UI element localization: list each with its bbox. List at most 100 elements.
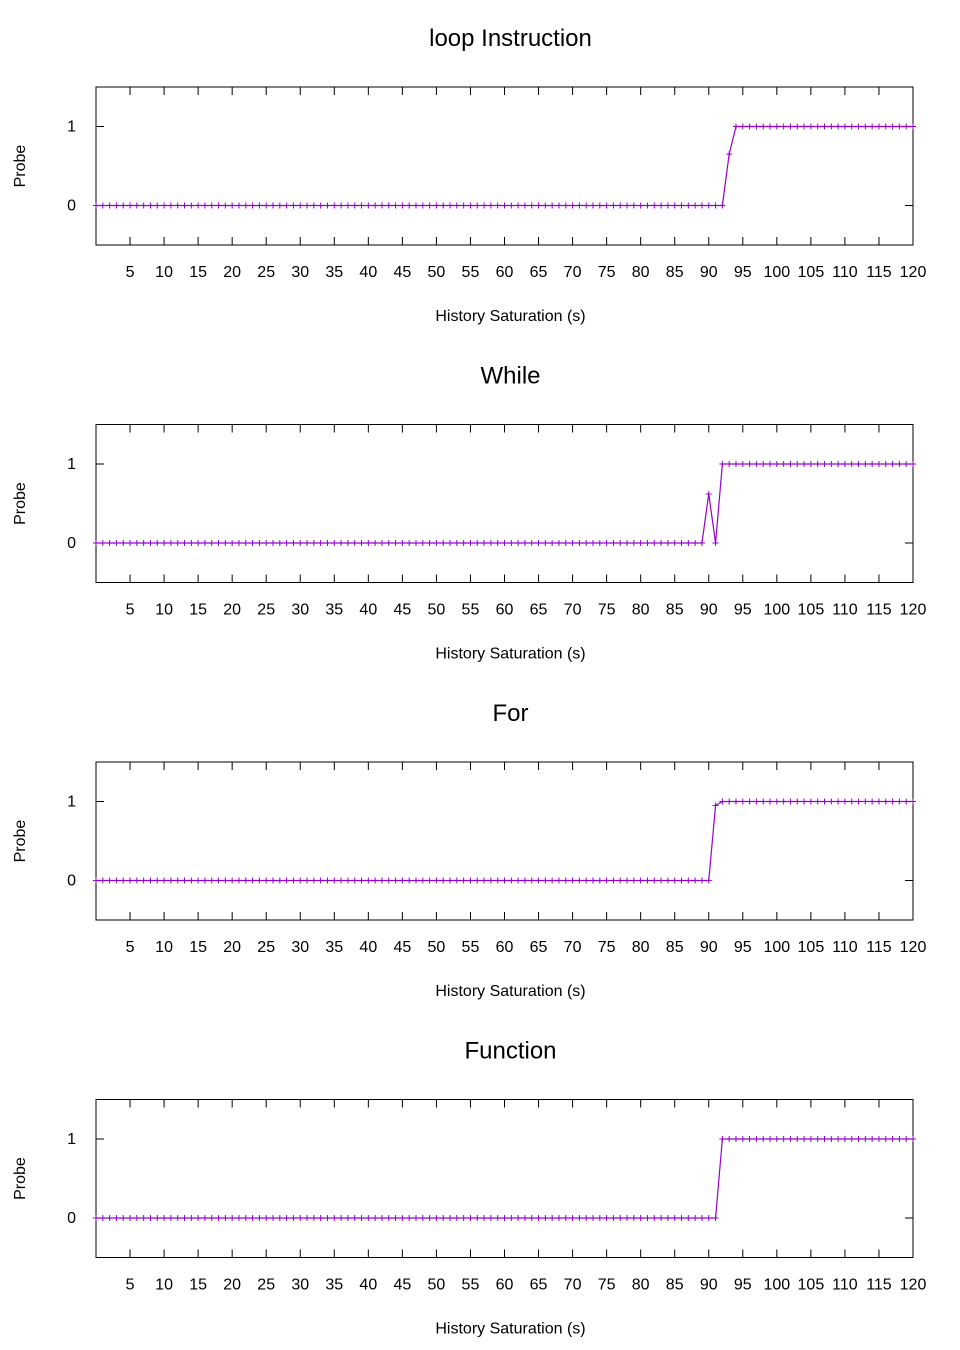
x-tick-label: 35 — [325, 264, 343, 281]
data-point — [712, 540, 719, 546]
data-point — [270, 202, 277, 209]
y-tick-label: 1 — [67, 456, 76, 473]
x-axis-label: History Saturation (s) — [435, 983, 585, 1000]
data-point — [358, 202, 365, 209]
data-point — [222, 202, 229, 209]
data-point — [419, 540, 426, 546]
data-point — [154, 202, 161, 209]
data-point — [201, 202, 208, 209]
data-point — [617, 202, 624, 209]
x-tick-label: 115 — [866, 1277, 892, 1294]
data-point — [801, 798, 808, 805]
data-point — [283, 1215, 290, 1221]
data-point — [698, 877, 705, 884]
data-point — [99, 540, 106, 546]
data-point — [385, 202, 392, 209]
data-point — [147, 540, 154, 546]
x-tick-label: 25 — [257, 939, 275, 956]
data-point — [671, 1215, 678, 1221]
x-tick-label: 120 — [900, 264, 927, 281]
x-tick-label: 20 — [223, 939, 241, 956]
data-point — [453, 540, 460, 546]
data-point — [310, 1215, 317, 1221]
data-point — [406, 877, 413, 884]
data-point — [481, 540, 488, 546]
data-point — [195, 540, 202, 546]
data-point — [331, 877, 338, 884]
data-point — [127, 877, 134, 884]
data-point — [624, 877, 631, 884]
data-point — [610, 540, 617, 546]
data-point — [406, 1215, 413, 1221]
data-point — [460, 877, 467, 884]
x-tick-label: 5 — [126, 264, 135, 281]
data-point — [106, 1215, 113, 1221]
y-tick-label: 1 — [67, 794, 76, 811]
data-point — [678, 540, 685, 546]
data-point — [154, 877, 161, 884]
data-point — [106, 877, 113, 884]
data-point — [644, 877, 651, 884]
data-point — [542, 202, 549, 209]
data-point — [419, 1215, 426, 1221]
data-point — [869, 798, 876, 805]
data-point — [304, 877, 311, 884]
data-point — [882, 798, 889, 805]
data-point — [596, 540, 603, 546]
y-tick-label: 0 — [67, 1210, 76, 1227]
data-point — [753, 1136, 760, 1142]
data-point — [685, 1215, 692, 1221]
data-point — [780, 798, 787, 805]
data-point — [487, 202, 494, 209]
data-point — [501, 202, 508, 209]
data-point — [617, 540, 624, 546]
data-point — [651, 540, 658, 546]
data-point — [208, 877, 215, 884]
plot-frame — [95, 1099, 914, 1258]
x-tick-label: 120 — [900, 1277, 927, 1294]
data-point — [671, 540, 678, 546]
data-point — [290, 877, 297, 884]
data-point — [719, 461, 726, 467]
data-point — [440, 202, 447, 209]
data-point — [739, 1136, 746, 1142]
data-point — [617, 877, 624, 884]
x-tick-label: 55 — [462, 264, 480, 281]
data-point — [576, 540, 583, 546]
x-tick-label: 55 — [462, 602, 480, 619]
data-point — [787, 461, 794, 467]
data-point — [910, 798, 916, 805]
data-point — [242, 540, 249, 546]
data-point — [787, 798, 794, 805]
x-tick-label: 40 — [359, 939, 377, 956]
data-point — [508, 540, 515, 546]
data-point — [542, 877, 549, 884]
x-tick-label: 80 — [632, 939, 650, 956]
x-tick-label: 105 — [798, 602, 825, 619]
x-tick-label: 60 — [496, 1277, 514, 1294]
data-point — [235, 202, 242, 209]
data-point — [426, 202, 433, 209]
data-point — [780, 461, 787, 467]
data-point — [440, 1215, 447, 1221]
data-point — [869, 1136, 876, 1142]
data-point — [399, 540, 406, 546]
data-point — [242, 1215, 249, 1221]
x-tick-label: 85 — [666, 602, 684, 619]
x-tick-label: 45 — [393, 939, 411, 956]
x-tick-label: 20 — [223, 1277, 241, 1294]
data-point — [120, 1215, 127, 1221]
data-point — [801, 461, 808, 467]
data-point — [576, 1215, 583, 1221]
data-point — [406, 540, 413, 546]
x-tick-label: 115 — [866, 264, 892, 281]
data-point — [855, 123, 862, 130]
data-point — [487, 540, 494, 546]
data-point — [787, 123, 794, 130]
x-axis-label: History Saturation (s) — [435, 308, 585, 325]
data-point — [460, 1215, 467, 1221]
data-point — [787, 1136, 794, 1142]
x-tick-label: 20 — [223, 602, 241, 619]
x-tick-label: 105 — [798, 264, 825, 281]
